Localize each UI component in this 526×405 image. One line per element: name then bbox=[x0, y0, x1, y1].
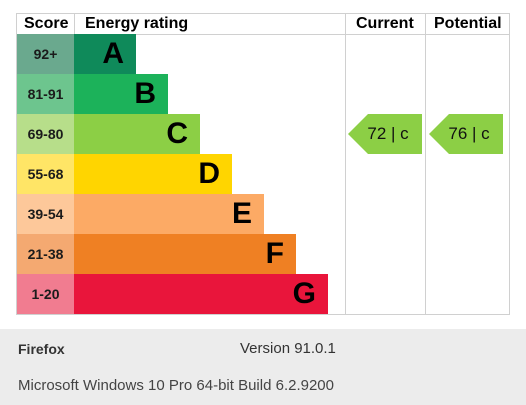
potential-rating-arrow: 76 | c bbox=[429, 114, 503, 154]
browser-info-footer: Firefox Version 91.0.1 Microsoft Windows… bbox=[0, 329, 526, 405]
band-letter: G bbox=[292, 277, 316, 310]
browser-name: Firefox bbox=[18, 341, 65, 357]
current-rating-arrow: 72 | c bbox=[348, 114, 422, 154]
score-cell: 69-80 bbox=[17, 114, 74, 154]
rating-band-a: A bbox=[74, 34, 136, 74]
current-rating-arrow-shape bbox=[348, 114, 422, 154]
potential-rating-arrow-shape bbox=[429, 114, 503, 154]
band-letter: E bbox=[231, 197, 252, 230]
grid-hline bbox=[16, 13, 510, 14]
grid-vline bbox=[16, 13, 17, 314]
rating-band-d: D bbox=[74, 154, 232, 194]
grid-hline bbox=[16, 314, 510, 315]
band-letter: F bbox=[265, 237, 284, 270]
score-cell: 21-38 bbox=[17, 234, 74, 274]
browser-version: Version 91.0.1 bbox=[240, 340, 336, 357]
header-row bbox=[16, 13, 510, 35]
band-letter: C bbox=[166, 117, 188, 150]
energy-rating-chart: Score Energy rating Current Potential 92… bbox=[16, 13, 510, 315]
band-letter: A bbox=[102, 37, 124, 70]
score-cell: 55-68 bbox=[17, 154, 74, 194]
current-rating-arrow-label: 72 | c bbox=[367, 124, 409, 143]
rating-band-f: F bbox=[74, 234, 296, 274]
rating-band-e: E bbox=[74, 194, 264, 234]
rating-band-c: C bbox=[74, 114, 200, 154]
band-letter: D bbox=[198, 157, 220, 190]
score-header: Score bbox=[24, 15, 69, 32]
band-letter: B bbox=[134, 77, 156, 110]
potential-rating-arrow-label: 76 | c bbox=[448, 124, 490, 143]
current-header: Current bbox=[356, 15, 414, 32]
os-info: Microsoft Windows 10 Pro 64-bit Build 6.… bbox=[18, 377, 334, 394]
rating-band-g: G bbox=[74, 274, 328, 314]
score-cell: 81-91 bbox=[17, 74, 74, 114]
energy-rating-header: Energy rating bbox=[85, 15, 189, 32]
potential-header: Potential bbox=[434, 15, 502, 32]
grid-vline bbox=[509, 13, 510, 314]
score-cell: 92+ bbox=[17, 34, 74, 74]
rating-band-b: B bbox=[74, 74, 168, 114]
grid-vline bbox=[425, 13, 426, 314]
score-cell: 1-20 bbox=[17, 274, 74, 314]
grid-vline bbox=[345, 13, 346, 314]
score-cell: 39-54 bbox=[17, 194, 74, 234]
